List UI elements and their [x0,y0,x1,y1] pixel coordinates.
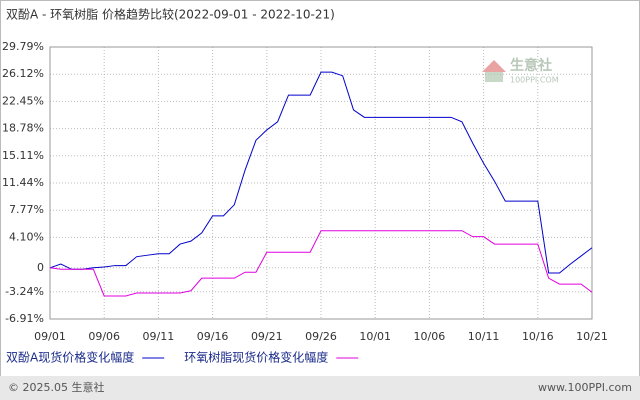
watermark-logo [485,72,503,82]
y-tick-label: 22.45% [2,94,44,107]
legend-label: 环氧树脂现货价格变化幅度 [184,350,328,365]
y-tick-label: 26.12% [2,67,44,80]
y-tick-label: -3.24% [5,285,44,298]
y-tick-label: 18.78% [2,122,44,135]
x-tick-label: 09/11 [143,330,175,343]
footer-bar [0,376,640,400]
chart-title: 双酚A - 环氧树脂 价格趋势比较(2022-09-01 - 2022-10-2… [6,7,335,22]
series-line [49,71,593,274]
y-tick-label: 4.10% [9,230,44,243]
x-tick-label: 09/16 [197,330,229,343]
x-tick-label: 09/06 [88,330,120,343]
footer-right: www.100PPI.com [538,381,632,394]
watermark-logo [482,60,506,72]
legend-label: 双酚A现货价格变化幅度 [6,350,134,365]
x-tick-label: 10/16 [522,330,554,343]
x-tick-label: 10/21 [576,330,608,343]
x-tick-label: 09/01 [34,330,66,343]
plot-border [49,46,593,320]
watermark-url: 100PPI.COM [510,76,559,85]
x-tick-label: 10/06 [414,330,446,343]
y-tick-label: 29.79% [2,40,44,53]
y-tick-label: -6.91% [5,312,44,325]
y-tick-label: 11.44% [2,176,44,189]
series-line [49,230,593,297]
watermark-name: 生意社 [510,57,552,74]
y-tick-label: 0 [37,261,44,274]
y-tick-label: 15.11% [2,149,44,162]
watermark: 生意社 100PPI.COM [482,57,559,85]
x-tick-label: 09/26 [305,330,337,343]
x-tick-label: 10/11 [468,330,500,343]
x-tick-label: 10/01 [359,330,391,343]
footer-left: © 2025.05 生意社 [8,380,104,394]
y-tick-label: 7.77% [9,203,44,216]
x-tick-label: 09/21 [251,330,283,343]
